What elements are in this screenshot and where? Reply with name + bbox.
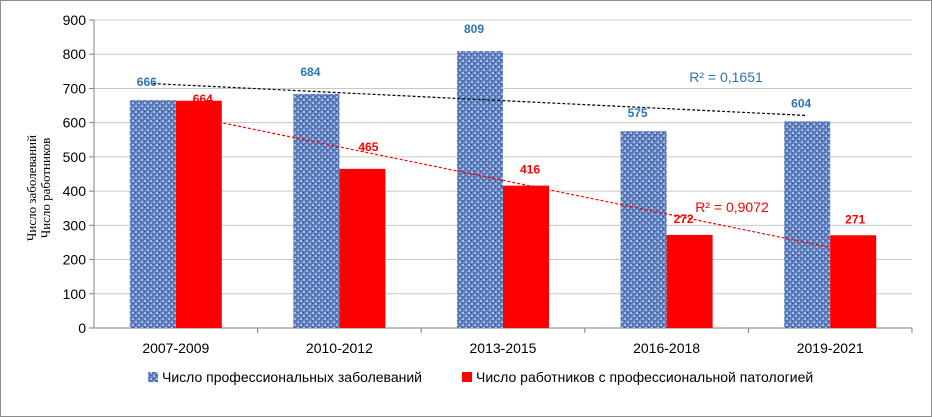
trendline-diseases [152,82,808,117]
data-label-diseases: 684 [300,65,320,79]
data-labels: 666 684 809 575 604 664 465 416 272 271 [137,22,866,226]
y-tick-label: 700 [63,80,87,96]
legend-label: Число профессиональных заболеваний [162,369,422,385]
x-tick-label: 2016-2018 [633,340,700,356]
data-label-workers: 272 [674,212,694,226]
y-tick-label: 200 [63,252,87,268]
data-label-diseases: 575 [628,106,648,120]
data-label-workers: 664 [193,92,213,106]
y-tick-label: 400 [63,183,87,199]
data-label-diseases: 666 [137,75,157,89]
bar-workers-pathology [830,235,877,328]
x-tick-label: 2010-2012 [306,340,373,356]
legend-swatch-red [462,372,472,382]
x-tick-label: 2013-2015 [470,340,537,356]
bar-occupational-diseases [784,121,831,328]
legend: Число профессиональных заболеваний Число … [148,369,813,385]
bar-workers-pathology [666,234,713,328]
data-label-workers: 271 [845,212,865,226]
x-tick-label: 2007-2009 [142,340,209,356]
bar-occupational-diseases [129,100,176,328]
data-label-diseases: 604 [791,96,811,110]
y-tick-label: 100 [63,286,87,302]
bars [129,51,877,329]
bar-occupational-diseases [293,93,340,328]
bar-occupational-diseases [457,51,503,329]
y-tick-label: 500 [63,149,87,165]
y-tick-label: 300 [63,217,87,233]
y-tick-label: 900 [63,12,87,28]
bar-occupational-diseases [620,131,667,328]
data-label-workers: 416 [520,163,540,177]
trendlines: R² = 0,1651 R² = 0,9072 [152,69,854,253]
y-axis-label: Число заболеваний [24,135,39,241]
legend-item-diseases: Число профессиональных заболеваний [148,369,422,385]
legend-label: Число работников с профессиональной пато… [476,369,813,385]
y-tick-label: 800 [63,46,87,62]
legend-item-workers: Число работников с профессиональной пато… [462,369,813,385]
bar-workers-pathology [175,100,222,329]
y-tick-label: 600 [63,115,87,131]
bar-workers-pathology [503,185,549,328]
axes: 0 100 200 300 400 500 600 700 800 900 Число заболе… [24,12,913,356]
r2-label-workers: R² = 0,9072 [695,199,769,215]
legend-swatch-blue [148,372,158,382]
x-tick-label: 2019-2021 [797,340,864,356]
y-axis-label: Число работников [38,138,53,239]
r2-label-diseases: R² = 0,1651 [689,69,763,85]
bar-workers-pathology [339,168,386,328]
data-label-diseases: 809 [464,22,484,36]
data-label-workers: 465 [358,140,378,154]
y-tick-label: 0 [78,320,86,336]
trendline-workers [198,117,854,253]
